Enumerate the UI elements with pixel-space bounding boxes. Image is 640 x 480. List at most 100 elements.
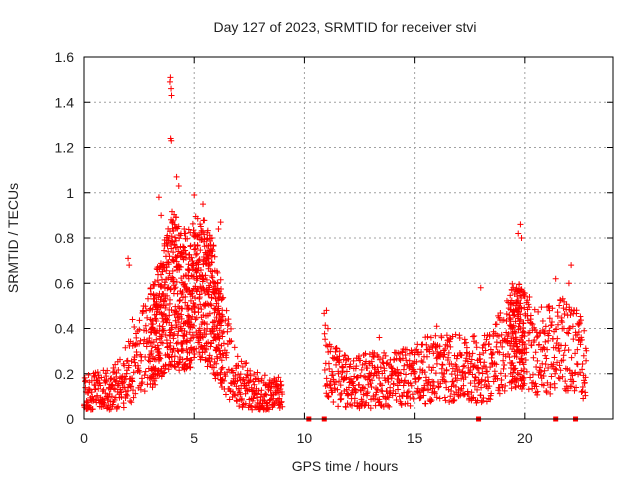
data-point	[518, 295, 525, 302]
data-point	[85, 386, 92, 393]
data-point	[565, 346, 572, 353]
data-point	[390, 380, 397, 387]
data-point	[482, 377, 489, 384]
data-point	[193, 250, 200, 257]
data-point	[495, 333, 502, 340]
data-point	[198, 354, 205, 361]
data-point	[148, 350, 155, 357]
data-point	[518, 355, 525, 362]
data-point	[541, 367, 548, 374]
data-point	[461, 362, 468, 369]
data-point	[279, 403, 286, 410]
data-point	[258, 375, 265, 382]
data-point	[204, 227, 211, 234]
data-point	[158, 310, 165, 317]
data-point	[432, 332, 439, 339]
data-point	[442, 397, 449, 404]
data-point	[506, 354, 513, 361]
data-point	[443, 332, 450, 339]
data-point	[554, 335, 561, 342]
data-point	[481, 359, 488, 366]
data-point	[426, 348, 433, 355]
data-point	[538, 304, 545, 311]
data-point	[335, 370, 342, 377]
data-point	[142, 322, 149, 329]
data-point	[438, 334, 445, 341]
data-point-spike	[565, 280, 572, 287]
data-point	[546, 315, 553, 322]
data-point	[209, 248, 216, 255]
data-point	[512, 365, 519, 372]
data-point	[441, 370, 448, 377]
data-point	[414, 388, 421, 395]
data-point	[452, 331, 459, 338]
data-point	[425, 386, 432, 393]
data-point	[214, 280, 221, 287]
data-point	[159, 268, 166, 275]
data-point	[171, 363, 178, 370]
data-point	[548, 373, 555, 380]
data-point	[444, 342, 451, 349]
data-point	[151, 282, 158, 289]
data-point	[177, 297, 184, 304]
data-point	[265, 406, 272, 413]
data-point	[192, 316, 199, 323]
data-point	[321, 330, 328, 337]
data-point	[210, 243, 217, 250]
data-point	[415, 375, 422, 382]
data-point	[460, 382, 467, 389]
data-point	[531, 306, 538, 313]
data-point	[443, 366, 450, 373]
data-point	[197, 329, 204, 336]
data-point	[107, 398, 114, 405]
data-point	[516, 318, 523, 325]
data-point	[192, 294, 199, 301]
data-point	[209, 274, 216, 281]
data-points	[81, 74, 590, 422]
data-point	[210, 364, 217, 371]
data-point	[131, 324, 138, 331]
data-point	[172, 237, 179, 244]
data-point	[120, 379, 127, 386]
data-point	[430, 364, 437, 371]
data-point	[373, 389, 380, 396]
data-point	[172, 234, 179, 241]
data-point	[534, 357, 541, 364]
data-point	[460, 391, 467, 398]
data-point	[521, 341, 528, 348]
data-point	[105, 402, 112, 409]
data-point	[403, 371, 410, 378]
data-point	[82, 378, 89, 385]
data-point	[511, 311, 518, 318]
data-point	[546, 327, 553, 334]
data-point	[501, 387, 508, 394]
data-point	[185, 275, 192, 282]
data-point	[124, 357, 131, 364]
data-point	[515, 371, 522, 378]
data-point	[332, 379, 339, 386]
y-tick-label: 1.4	[55, 94, 75, 110]
data-point	[145, 295, 152, 302]
data-point	[496, 349, 503, 356]
data-point	[500, 357, 507, 364]
data-point	[367, 405, 374, 412]
data-point	[264, 404, 271, 411]
data-point	[156, 322, 163, 329]
data-point-spike	[155, 194, 162, 201]
data-point	[102, 390, 109, 397]
data-point	[124, 392, 131, 399]
data-point	[421, 385, 428, 392]
data-point	[431, 390, 438, 397]
data-point	[186, 360, 193, 367]
data-point	[471, 383, 478, 390]
data-point	[461, 336, 468, 343]
data-point	[559, 319, 566, 326]
data-point	[487, 346, 494, 353]
data-point-spike	[125, 255, 132, 262]
data-point	[534, 391, 541, 398]
data-point	[512, 383, 519, 390]
data-point	[278, 398, 285, 405]
data-point	[275, 389, 282, 396]
data-point	[505, 351, 512, 358]
data-point	[123, 391, 130, 398]
